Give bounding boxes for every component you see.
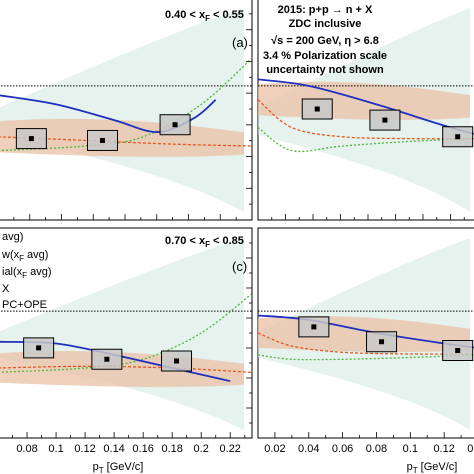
x-tick-label-d-5: 0.12 [433, 443, 454, 455]
range-label-c-rest: < 0.85 [210, 235, 244, 247]
x-tick-label-c-3: 0.14 [103, 443, 124, 455]
range-label-a-sub: F [205, 14, 210, 23]
legend-entry-2-sub: F [19, 254, 24, 263]
curve-dashed-orange-c [0, 365, 253, 374]
x-axis-title-c-rest: [GeV/c] [104, 461, 144, 473]
curve-dashed-green-d [257, 354, 474, 361]
annotation-line-2: ZDC inclusive [289, 18, 362, 30]
x-tick-label-d-1: 0.04 [298, 443, 319, 455]
data-point-c-2 [174, 358, 180, 364]
curve-theory-line-a [0, 94, 217, 134]
panel-b [257, 8, 474, 220]
data-point-a-0 [28, 136, 34, 142]
range-label-a-rest: < 0.55 [210, 9, 244, 21]
annotation-line-1: 2015: p+p → n + X [278, 4, 373, 16]
data-point-a-1 [100, 137, 106, 143]
legend-entry-3: ial(xF avg) [2, 266, 52, 280]
x-axis-title-d: pT [GeV/c] [407, 461, 458, 474]
data-point-b-2 [455, 134, 461, 140]
x-axis-title-c: pT [GeV/c] [93, 461, 144, 474]
x-tick-label-d-3: 0.08 [366, 443, 387, 455]
curve-dashed-green-b [257, 126, 474, 153]
data-point-b-1 [382, 117, 388, 123]
legend-entry-3-sub: F [22, 271, 27, 280]
data-point-d-1 [379, 339, 385, 345]
panel-c-labels: 0.70 < xF < 0.85 (c) [165, 235, 247, 274]
panel-c: 0.08 0.1 0.12 0.14 0.16 0.18 0.2 0.22 [0, 238, 253, 455]
data-point-c-1 [104, 356, 110, 362]
x-tick-label-c-6: 0.2 [194, 443, 209, 455]
legend-entry-4: X [2, 283, 10, 295]
legend-entry-1: avg) [2, 231, 23, 243]
legend: avg) w(xF avg) ial(xF avg) X PC+OPE [1, 231, 52, 311]
x-tick-label-d-2: 0.06 [332, 443, 353, 455]
panel-label-c: (c) [232, 259, 247, 274]
x-tick-label-d-6: 0.14 [467, 443, 474, 455]
legend-entry-3-rest: avg) [27, 266, 51, 278]
x-tick-label-d-4: 0.1 [403, 443, 418, 455]
data-point-a-2 [172, 122, 178, 128]
legend-entry-5: PC+OPE [2, 299, 47, 311]
legend-entry-2-rest: avg) [24, 249, 48, 261]
range-label-c: 0.70 < xF < 0.85 [165, 235, 244, 249]
x-axis-title-c-sub: T [99, 466, 104, 474]
legend-entry-2: w(xF avg) [1, 249, 48, 263]
x-tick-label-c-1: 0.1 [48, 443, 63, 455]
range-label-a-text: 0.40 < x [165, 9, 206, 21]
x-axis-titles: pT [GeV/c] pT [GeV/c] [93, 461, 458, 474]
x-axis-title-d-sub: T [413, 466, 418, 474]
panel-a-labels: 0.40 < xF < 0.55 (a) [165, 9, 248, 50]
data-point-d-0 [311, 324, 317, 330]
x-tick-label-d-0: 0.02 [264, 443, 285, 455]
data-point-d-2 [455, 348, 461, 353]
plot-layer: 0.08 0.1 0.12 0.14 0.16 0.18 0.2 0.22 0.02 0.04 0.… [0, 8, 474, 455]
range-label-a: 0.40 < xF < 0.55 [165, 9, 244, 23]
range-label-c-sub: F [205, 240, 210, 249]
x-tick-label-c-4: 0.16 [132, 443, 153, 455]
panel-d: 0.02 0.04 0.06 0.08 0.1 0.12 0.14 [257, 238, 474, 455]
annotation-line-3: √s = 200 GeV, η > 6.8 [271, 35, 379, 47]
range-label-c-text: 0.70 < x [165, 235, 206, 247]
x-tick-label-c-2: 0.12 [74, 443, 95, 455]
annotation-line-5: uncertainty not shown [266, 64, 384, 76]
panel-a [0, 8, 253, 220]
x-tick-label-c-7: 0.22 [220, 443, 241, 455]
band-green-a [0, 8, 244, 212]
x-tick-label-c-0: 0.08 [16, 443, 37, 455]
x-tick-label-c-5: 0.18 [161, 443, 182, 455]
annotation-line-4: 3.4 % Polarization scale [263, 50, 387, 62]
panel-b-annotation: 2015: p+p → n + X ZDC inclusive √s = 200… [263, 4, 387, 76]
curve-dashed-orange-d [257, 332, 474, 355]
curve-dashed-orange-b [257, 99, 474, 140]
panel-label-a: (a) [232, 35, 248, 50]
curve-dashed-green-a [0, 57, 253, 152]
data-point-c-0 [36, 345, 42, 351]
curve-dashed-green-c [0, 293, 253, 373]
x-axis-title-d-rest: [GeV/c] [418, 461, 458, 473]
data-point-b-0 [314, 106, 320, 112]
